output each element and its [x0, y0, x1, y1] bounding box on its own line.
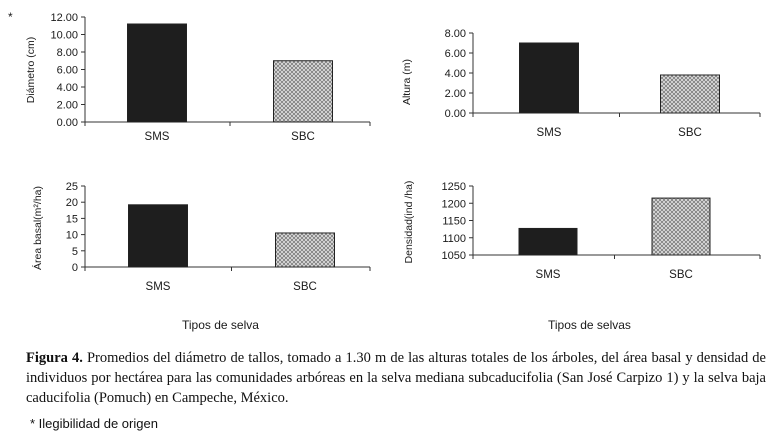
chart-panel-1: 0.00 2.00 4.00 6.00 8.00 SMS SBC Altura (m) — [401, 28, 761, 139]
x-category-label: SMS — [145, 131, 170, 143]
caption-label: Figura 4. — [26, 350, 83, 366]
y-tick-label: 6.00 — [445, 48, 466, 60]
y-tick-label: 1050 — [442, 250, 466, 262]
bar-sbc — [651, 197, 711, 256]
corner-asterisk: * — [8, 10, 13, 24]
y-tick-label: 25 — [66, 181, 78, 193]
y-tick-label: 0.00 — [445, 108, 466, 120]
y-tick-label: 0.00 — [57, 117, 78, 129]
y-tick-label: 6.00 — [57, 65, 78, 77]
bar-sms — [128, 204, 188, 268]
y-tick-label: 20 — [66, 197, 78, 209]
y-tick-label: 1100 — [442, 233, 466, 245]
x-category-label: SBC — [293, 281, 317, 293]
y-axis-label: Área basal(m²/ha) — [31, 186, 44, 270]
y-tick-label: 4.00 — [57, 82, 78, 94]
bar-sms — [127, 23, 187, 123]
y-axis-label: Diámetro (cm) — [25, 37, 37, 104]
y-tick-label: 1250 — [442, 181, 466, 193]
chart-panel-3: 1050 1100 1150 1200 1250 SMS SBC Densidad(ind /… — [403, 181, 761, 281]
y-tick-label: 10 — [66, 230, 78, 242]
x-category-label: SMS — [536, 269, 561, 281]
y-tick-label: 1150 — [442, 216, 466, 228]
bar-sms — [518, 227, 578, 256]
y-axis-label: Altura (m) — [401, 59, 413, 105]
x-category-label: SBC — [669, 269, 693, 281]
bar-sbc — [660, 74, 720, 114]
y-tick-label: 8.00 — [445, 28, 466, 40]
y-tick-label: 2.00 — [57, 100, 78, 112]
y-tick-label: 2.00 — [445, 88, 466, 100]
y-tick-label: 12.00 — [50, 12, 78, 24]
bar-sbc — [275, 232, 335, 268]
y-tick-label: 1200 — [442, 198, 466, 210]
chart-panel-2: 0 5 10 15 20 25 SMS SBC Área basal(m²/ha) — [31, 181, 371, 293]
bar-sms — [519, 42, 579, 114]
y-tick-label: 8.00 — [57, 47, 78, 59]
y-tick-label: 10.00 — [50, 30, 78, 42]
caption-text: Promedios del diámetro de tallos, tomado… — [26, 350, 766, 406]
figure-caption: Figura 4. Promedios del diámetro de tall… — [26, 348, 766, 408]
x-axis-title-left: Tipos de selva — [182, 318, 259, 332]
x-category-label: SMS — [537, 127, 562, 139]
chart-panel-0: 0.00 2.00 4.00 6.00 8.00 10.00 12.00 SMS SBC Diám… — [25, 12, 371, 143]
x-axis-title-right: Tipos de selvas — [548, 318, 631, 332]
y-axis-label: Densidad(ind /ha) — [403, 181, 415, 264]
y-tick-label: 0 — [72, 262, 78, 274]
y-tick-label: 5 — [72, 246, 78, 258]
y-tick-label: 4.00 — [445, 68, 466, 80]
y-tick-label: 15 — [66, 213, 78, 225]
x-category-label: SBC — [291, 131, 315, 143]
legibility-note: * Ilegibilidad de origen — [30, 416, 158, 431]
x-category-label: SMS — [146, 281, 171, 293]
bar-sbc — [273, 60, 333, 123]
x-category-label: SBC — [678, 127, 702, 139]
